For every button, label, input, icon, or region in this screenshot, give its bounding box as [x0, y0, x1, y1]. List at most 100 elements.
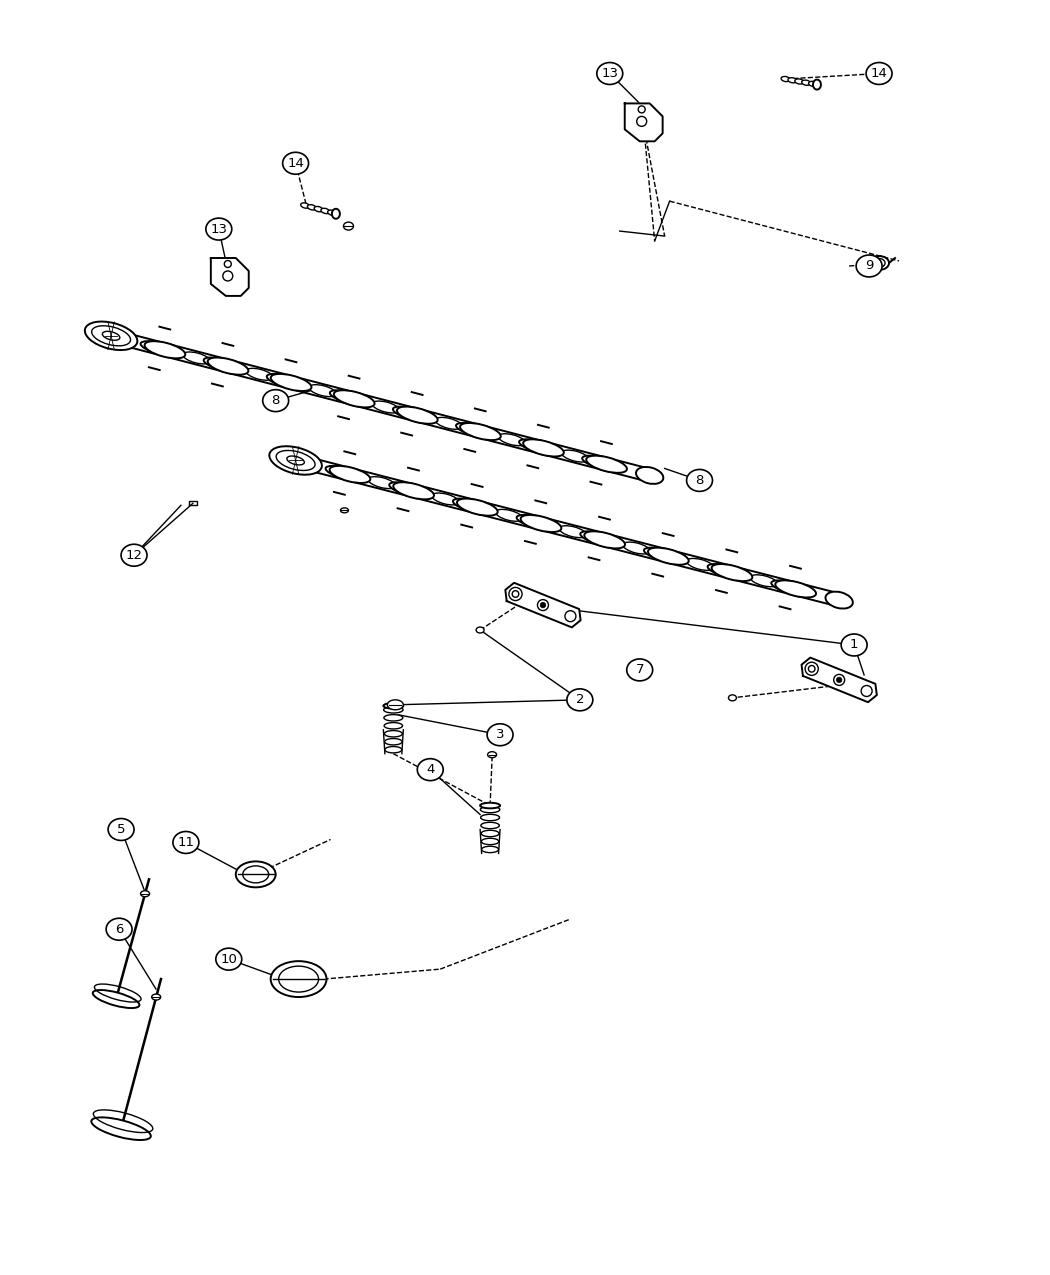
Ellipse shape	[92, 989, 140, 1009]
Circle shape	[837, 677, 842, 682]
Ellipse shape	[393, 407, 434, 422]
Circle shape	[512, 590, 519, 597]
Ellipse shape	[91, 1117, 151, 1140]
Text: 10: 10	[220, 952, 237, 965]
Ellipse shape	[772, 580, 812, 595]
Ellipse shape	[384, 738, 402, 745]
Ellipse shape	[627, 659, 653, 681]
Ellipse shape	[308, 205, 316, 210]
Ellipse shape	[204, 357, 245, 372]
Text: 14: 14	[287, 157, 304, 170]
Text: 8: 8	[695, 474, 704, 487]
Ellipse shape	[460, 423, 501, 440]
Polygon shape	[211, 258, 249, 296]
Ellipse shape	[271, 374, 312, 391]
Ellipse shape	[456, 423, 497, 439]
Ellipse shape	[173, 831, 198, 853]
Ellipse shape	[384, 723, 402, 729]
Ellipse shape	[278, 966, 318, 992]
Ellipse shape	[326, 465, 366, 481]
Ellipse shape	[582, 455, 623, 470]
Ellipse shape	[85, 321, 138, 351]
Ellipse shape	[487, 752, 497, 757]
Ellipse shape	[276, 450, 315, 470]
Circle shape	[538, 599, 548, 611]
Ellipse shape	[216, 949, 242, 970]
Ellipse shape	[781, 76, 790, 82]
Circle shape	[225, 260, 231, 268]
Ellipse shape	[106, 918, 132, 940]
Ellipse shape	[334, 390, 375, 408]
Ellipse shape	[390, 482, 429, 497]
Ellipse shape	[321, 208, 330, 214]
Ellipse shape	[270, 446, 322, 474]
Text: 9: 9	[865, 260, 874, 273]
Ellipse shape	[729, 695, 736, 701]
Ellipse shape	[151, 994, 161, 1000]
Ellipse shape	[636, 467, 664, 484]
Ellipse shape	[314, 207, 323, 212]
Text: 12: 12	[126, 548, 143, 562]
Ellipse shape	[145, 342, 185, 358]
Circle shape	[636, 116, 647, 126]
Ellipse shape	[596, 62, 623, 84]
Ellipse shape	[487, 724, 513, 746]
Text: 1: 1	[849, 639, 859, 652]
Ellipse shape	[330, 465, 371, 483]
Ellipse shape	[481, 815, 500, 821]
Ellipse shape	[499, 434, 525, 446]
Ellipse shape	[384, 731, 402, 737]
Ellipse shape	[562, 450, 589, 462]
Ellipse shape	[309, 385, 336, 397]
Circle shape	[540, 602, 546, 608]
Ellipse shape	[397, 407, 438, 423]
Ellipse shape	[517, 515, 558, 530]
Ellipse shape	[394, 482, 434, 500]
Ellipse shape	[480, 803, 500, 808]
Ellipse shape	[236, 862, 276, 887]
Ellipse shape	[183, 352, 210, 363]
Ellipse shape	[841, 634, 867, 655]
Circle shape	[834, 674, 844, 686]
Text: 2: 2	[575, 694, 584, 706]
Ellipse shape	[623, 542, 650, 553]
Ellipse shape	[519, 440, 560, 454]
Ellipse shape	[648, 548, 689, 565]
Polygon shape	[801, 658, 877, 703]
Ellipse shape	[271, 961, 327, 997]
Circle shape	[805, 662, 818, 676]
Ellipse shape	[712, 564, 753, 581]
Ellipse shape	[869, 256, 889, 270]
Ellipse shape	[383, 703, 403, 709]
Ellipse shape	[481, 830, 499, 836]
Text: 5: 5	[117, 822, 125, 836]
Circle shape	[638, 106, 645, 113]
Ellipse shape	[687, 469, 713, 491]
Ellipse shape	[343, 222, 354, 230]
Ellipse shape	[521, 515, 562, 532]
Ellipse shape	[246, 368, 273, 380]
Ellipse shape	[432, 493, 459, 505]
Ellipse shape	[208, 357, 249, 375]
Ellipse shape	[340, 507, 349, 513]
Ellipse shape	[102, 332, 120, 340]
Ellipse shape	[332, 209, 340, 219]
Ellipse shape	[383, 706, 403, 713]
Ellipse shape	[243, 866, 269, 882]
Text: 6: 6	[114, 923, 123, 936]
Ellipse shape	[644, 548, 685, 562]
Text: 13: 13	[602, 68, 618, 80]
Text: 8: 8	[272, 394, 280, 407]
Ellipse shape	[453, 499, 494, 514]
Circle shape	[509, 588, 522, 601]
Ellipse shape	[369, 477, 396, 488]
Ellipse shape	[300, 203, 310, 208]
Ellipse shape	[330, 390, 371, 405]
Ellipse shape	[808, 82, 818, 87]
Ellipse shape	[91, 326, 130, 346]
Ellipse shape	[267, 374, 308, 389]
Ellipse shape	[141, 891, 149, 896]
Ellipse shape	[813, 79, 821, 89]
Ellipse shape	[584, 532, 625, 548]
Polygon shape	[505, 583, 581, 627]
